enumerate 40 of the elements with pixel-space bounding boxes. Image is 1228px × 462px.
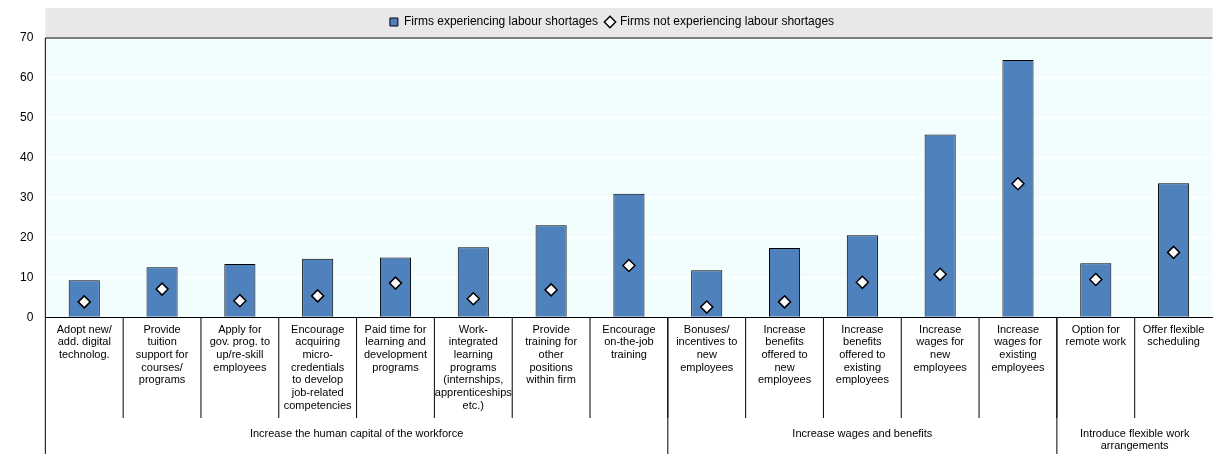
x-tick-label: Encourage acquiring micro-credentials to develop job-related competencies: [283, 322, 353, 411]
text: Introduce flexible work arrangements: [1079, 426, 1190, 451]
y-tick-label: 50: [19, 110, 34, 125]
x-tick-label: Offer flexible scheduling: [1142, 322, 1205, 348]
point: [1011, 176, 1025, 191]
x-tick-label: Increase wages for existing employees: [991, 322, 1046, 373]
x-tick-label: Adopt new/ add. digital technolog.: [56, 322, 113, 361]
y-tick-label: 20: [19, 229, 34, 244]
y-tick-label: 70: [19, 30, 34, 45]
x-tick-label: Paid time for learning and development programs: [363, 322, 427, 373]
legend-label: Firms not experiencing labour shortages: [619, 14, 835, 29]
x-tick-label: Provide tuition support for courses/ programs: [135, 322, 189, 386]
x-tick-label: Work-integrated learning programs (internships, apprenticeships etc.): [434, 322, 513, 411]
legend-label: Firms experiencing labour shortages: [403, 14, 598, 29]
point: [1089, 272, 1103, 287]
point: [233, 293, 247, 308]
point: [777, 295, 792, 309]
x-tick-label: Encourage on-the-job training: [602, 322, 656, 361]
y-tick-label: 10: [19, 269, 34, 284]
y-tick-label: 30: [19, 190, 34, 204]
y-tick-label: 60: [19, 70, 34, 85]
x-tick-label: Apply for gov. prog. to up/re-skill employees: [209, 322, 271, 373]
x-tick-label: Provide training for other positions within firm: [525, 322, 578, 386]
point: [1166, 245, 1181, 260]
point: [310, 289, 325, 303]
point: [544, 283, 558, 297]
point: [855, 275, 870, 290]
x-tick-label: Bonuses/ incentives to new employees: [676, 322, 738, 373]
point: [466, 291, 481, 306]
x-tick-label: Increase wages for new employees: [913, 322, 968, 373]
x-tick-label: Increase benefits offered to new employees: [757, 322, 812, 386]
point: [622, 258, 636, 273]
y-tick-label: 40: [19, 150, 34, 165]
text: Increase the human capital of the workforce: [249, 426, 464, 439]
point: [699, 300, 714, 314]
text: Increase wages and benefits: [792, 426, 933, 439]
y-tick-label: 0: [26, 309, 34, 324]
x-tick-label: Option for remote work: [1065, 322, 1127, 348]
x-tick-label: Increase benefits offered to existing employees: [835, 322, 890, 386]
point: [933, 267, 947, 282]
